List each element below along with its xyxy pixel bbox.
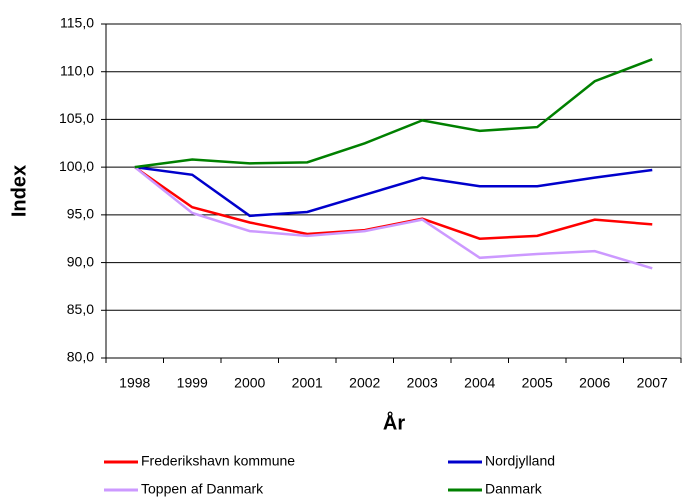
x-tick-label: 1999 — [177, 375, 208, 391]
x-tick-label: 2005 — [522, 375, 553, 391]
x-tick-label: 2003 — [407, 375, 438, 391]
x-tick-label: 2001 — [292, 375, 323, 391]
series-line — [133, 166, 653, 270]
x-tick-label: 1998 — [119, 375, 150, 391]
y-tick-label: 100,0 — [59, 158, 94, 174]
x-axis-title: År — [383, 410, 405, 434]
series-line — [134, 166, 653, 240]
y-tick-label: 80,0 — [67, 349, 94, 365]
y-tick-label: 110,0 — [60, 62, 94, 78]
y-tick-label: 105,0 — [59, 110, 94, 126]
y-axis-title: Index — [8, 165, 30, 217]
y-tick-label: 95,0 — [67, 206, 94, 222]
legend-label: Danmark — [485, 481, 543, 497]
legend-label: Nordjylland — [485, 453, 555, 469]
legend-label: Toppen af Danmark — [141, 481, 264, 497]
y-tick-label: 115,0 — [60, 15, 94, 31]
x-tick-label: 2006 — [579, 375, 610, 391]
legend-label: Frederikshavn kommune — [141, 453, 295, 469]
x-tick-label: 2002 — [349, 375, 380, 391]
y-tick-label: 85,0 — [67, 301, 94, 317]
y-tick-label: 90,0 — [67, 253, 94, 269]
x-tick-label: 2007 — [637, 375, 668, 391]
series-line — [134, 58, 653, 169]
series-line — [134, 165, 653, 218]
x-tick-label: 2000 — [234, 375, 265, 391]
x-tick-label: 2004 — [464, 375, 495, 391]
